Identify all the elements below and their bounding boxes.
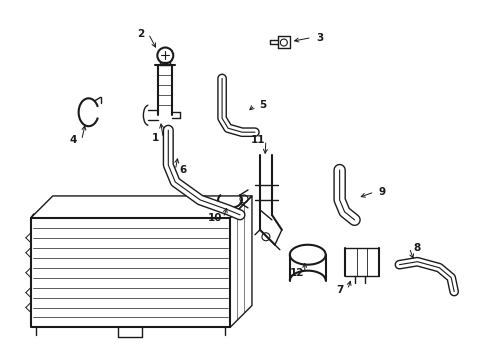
Text: 11: 11: [250, 135, 264, 145]
Text: 1: 1: [151, 133, 159, 143]
Text: 8: 8: [413, 243, 420, 253]
Text: 9: 9: [378, 187, 385, 197]
Text: 10: 10: [207, 213, 222, 223]
Text: 2: 2: [137, 28, 144, 39]
Text: 12: 12: [289, 267, 304, 278]
Text: 3: 3: [315, 32, 323, 42]
Text: 6: 6: [179, 165, 186, 175]
Text: 7: 7: [335, 284, 343, 294]
Text: 5: 5: [259, 100, 266, 110]
Text: 4: 4: [70, 135, 77, 145]
